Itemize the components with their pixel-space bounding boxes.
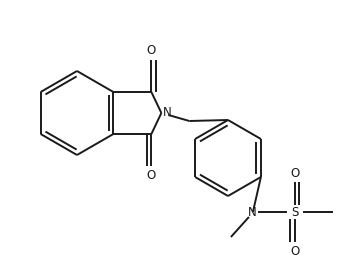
Text: O: O xyxy=(290,244,299,257)
Text: O: O xyxy=(147,168,156,181)
Text: O: O xyxy=(147,44,156,57)
Text: N: N xyxy=(247,206,256,218)
Text: O: O xyxy=(290,167,299,180)
Text: S: S xyxy=(291,206,298,218)
Text: N: N xyxy=(163,106,172,119)
